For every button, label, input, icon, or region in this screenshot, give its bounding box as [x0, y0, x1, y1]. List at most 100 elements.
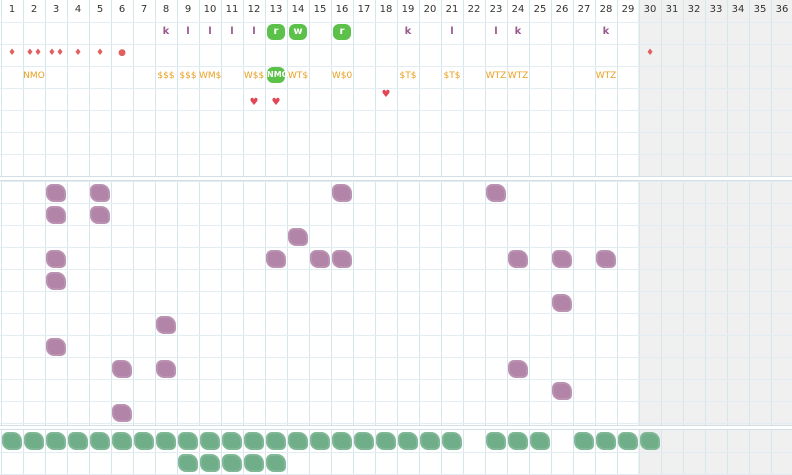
green-mark[interactable]: [112, 432, 132, 450]
code-label[interactable]: W$0: [331, 71, 353, 81]
day-number[interactable]: 2: [30, 4, 38, 15]
green-mark[interactable]: [574, 432, 594, 450]
heart-icon[interactable]: ♥: [271, 97, 281, 108]
day-number[interactable]: 34: [731, 4, 745, 15]
heart-icon[interactable]: ♥: [381, 89, 391, 100]
day-number[interactable]: 1: [8, 4, 16, 15]
purple-mark[interactable]: [332, 184, 352, 202]
day-number[interactable]: 17: [357, 4, 371, 15]
green-mark[interactable]: [310, 432, 330, 450]
code-label[interactable]: W$$: [243, 71, 265, 81]
green-mark[interactable]: [398, 432, 418, 450]
day-number[interactable]: 9: [184, 4, 192, 15]
drop-icon[interactable]: ♦♦: [25, 48, 43, 58]
drop-icon[interactable]: ♦: [95, 48, 105, 58]
day-number[interactable]: 24: [511, 4, 525, 15]
day-number[interactable]: 3: [52, 4, 60, 15]
green-mark[interactable]: [134, 432, 154, 450]
purple-mark[interactable]: [552, 294, 572, 312]
day-number[interactable]: 6: [118, 4, 126, 15]
green-mark[interactable]: [244, 454, 264, 472]
letter-mark[interactable]: l: [208, 26, 212, 37]
code-label[interactable]: NMO: [23, 71, 45, 81]
drop-icon[interactable]: ♦♦: [47, 48, 65, 58]
green-mark[interactable]: [90, 432, 110, 450]
purple-mark[interactable]: [332, 250, 352, 268]
letter-mark[interactable]: l: [494, 26, 498, 37]
day-number[interactable]: 27: [577, 4, 591, 15]
green-mark[interactable]: [156, 432, 176, 450]
purple-mark[interactable]: [552, 250, 572, 268]
green-mark[interactable]: [420, 432, 440, 450]
day-number[interactable]: 25: [533, 4, 547, 15]
green-mark[interactable]: [222, 432, 242, 450]
letter-mark[interactable]: l: [186, 26, 190, 37]
green-mark[interactable]: [244, 432, 264, 450]
purple-mark[interactable]: [508, 250, 528, 268]
purple-mark[interactable]: [112, 360, 132, 378]
day-number[interactable]: 29: [621, 4, 635, 15]
letter-badge[interactable]: w: [289, 24, 307, 40]
purple-mark[interactable]: [156, 316, 176, 334]
purple-mark[interactable]: [46, 338, 66, 356]
day-number[interactable]: 19: [401, 4, 415, 15]
day-number[interactable]: 23: [489, 4, 503, 15]
green-mark[interactable]: [596, 432, 616, 450]
day-number[interactable]: 18: [379, 4, 393, 15]
purple-mark[interactable]: [288, 228, 308, 246]
green-mark[interactable]: [486, 432, 506, 450]
day-number[interactable]: 12: [247, 4, 261, 15]
day-number[interactable]: 5: [96, 4, 104, 15]
green-mark[interactable]: [2, 432, 22, 450]
day-number[interactable]: 10: [203, 4, 217, 15]
day-number[interactable]: 28: [599, 4, 613, 15]
letter-mark[interactable]: l: [230, 26, 234, 37]
code-label[interactable]: WM$: [199, 71, 222, 81]
day-number[interactable]: 13: [269, 4, 283, 15]
purple-mark[interactable]: [46, 184, 66, 202]
day-number[interactable]: 15: [313, 4, 327, 15]
code-label[interactable]: $T$: [443, 71, 461, 81]
day-number[interactable]: 7: [140, 4, 148, 15]
letter-mark[interactable]: k: [162, 26, 170, 37]
heart-icon[interactable]: ♥: [249, 97, 259, 108]
drop-icon[interactable]: ♦: [7, 48, 17, 58]
day-number[interactable]: 21: [445, 4, 459, 15]
green-mark[interactable]: [618, 432, 638, 450]
code-label[interactable]: WTZ: [595, 71, 617, 81]
green-mark[interactable]: [332, 432, 352, 450]
green-mark[interactable]: [178, 454, 198, 472]
purple-mark[interactable]: [508, 360, 528, 378]
code-label[interactable]: WTZ: [485, 71, 507, 81]
purple-mark[interactable]: [90, 184, 110, 202]
green-mark[interactable]: [288, 432, 308, 450]
green-mark[interactable]: [266, 432, 286, 450]
purple-mark[interactable]: [112, 404, 132, 422]
green-mark[interactable]: [200, 432, 220, 450]
green-mark[interactable]: [442, 432, 462, 450]
green-mark[interactable]: [640, 432, 660, 450]
day-number[interactable]: 36: [775, 4, 789, 15]
code-label[interactable]: WTZ: [507, 71, 529, 81]
purple-mark[interactable]: [46, 250, 66, 268]
drop-icon[interactable]: ♦: [645, 48, 655, 58]
purple-mark[interactable]: [156, 360, 176, 378]
green-mark[interactable]: [46, 432, 66, 450]
code-label[interactable]: $$$: [157, 71, 175, 81]
day-number[interactable]: 26: [555, 4, 569, 15]
green-mark[interactable]: [24, 432, 44, 450]
code-label[interactable]: WT$: [287, 71, 309, 81]
green-mark[interactable]: [200, 454, 220, 472]
purple-mark[interactable]: [552, 382, 572, 400]
day-number[interactable]: 32: [687, 4, 701, 15]
letter-mark[interactable]: l: [252, 26, 256, 37]
green-mark[interactable]: [222, 454, 242, 472]
day-number[interactable]: 14: [291, 4, 305, 15]
day-number[interactable]: 33: [709, 4, 723, 15]
green-mark[interactable]: [530, 432, 550, 450]
green-mark[interactable]: [68, 432, 88, 450]
purple-mark[interactable]: [310, 250, 330, 268]
purple-mark[interactable]: [266, 250, 286, 268]
letter-badge[interactable]: r: [333, 24, 351, 40]
purple-mark[interactable]: [90, 206, 110, 224]
